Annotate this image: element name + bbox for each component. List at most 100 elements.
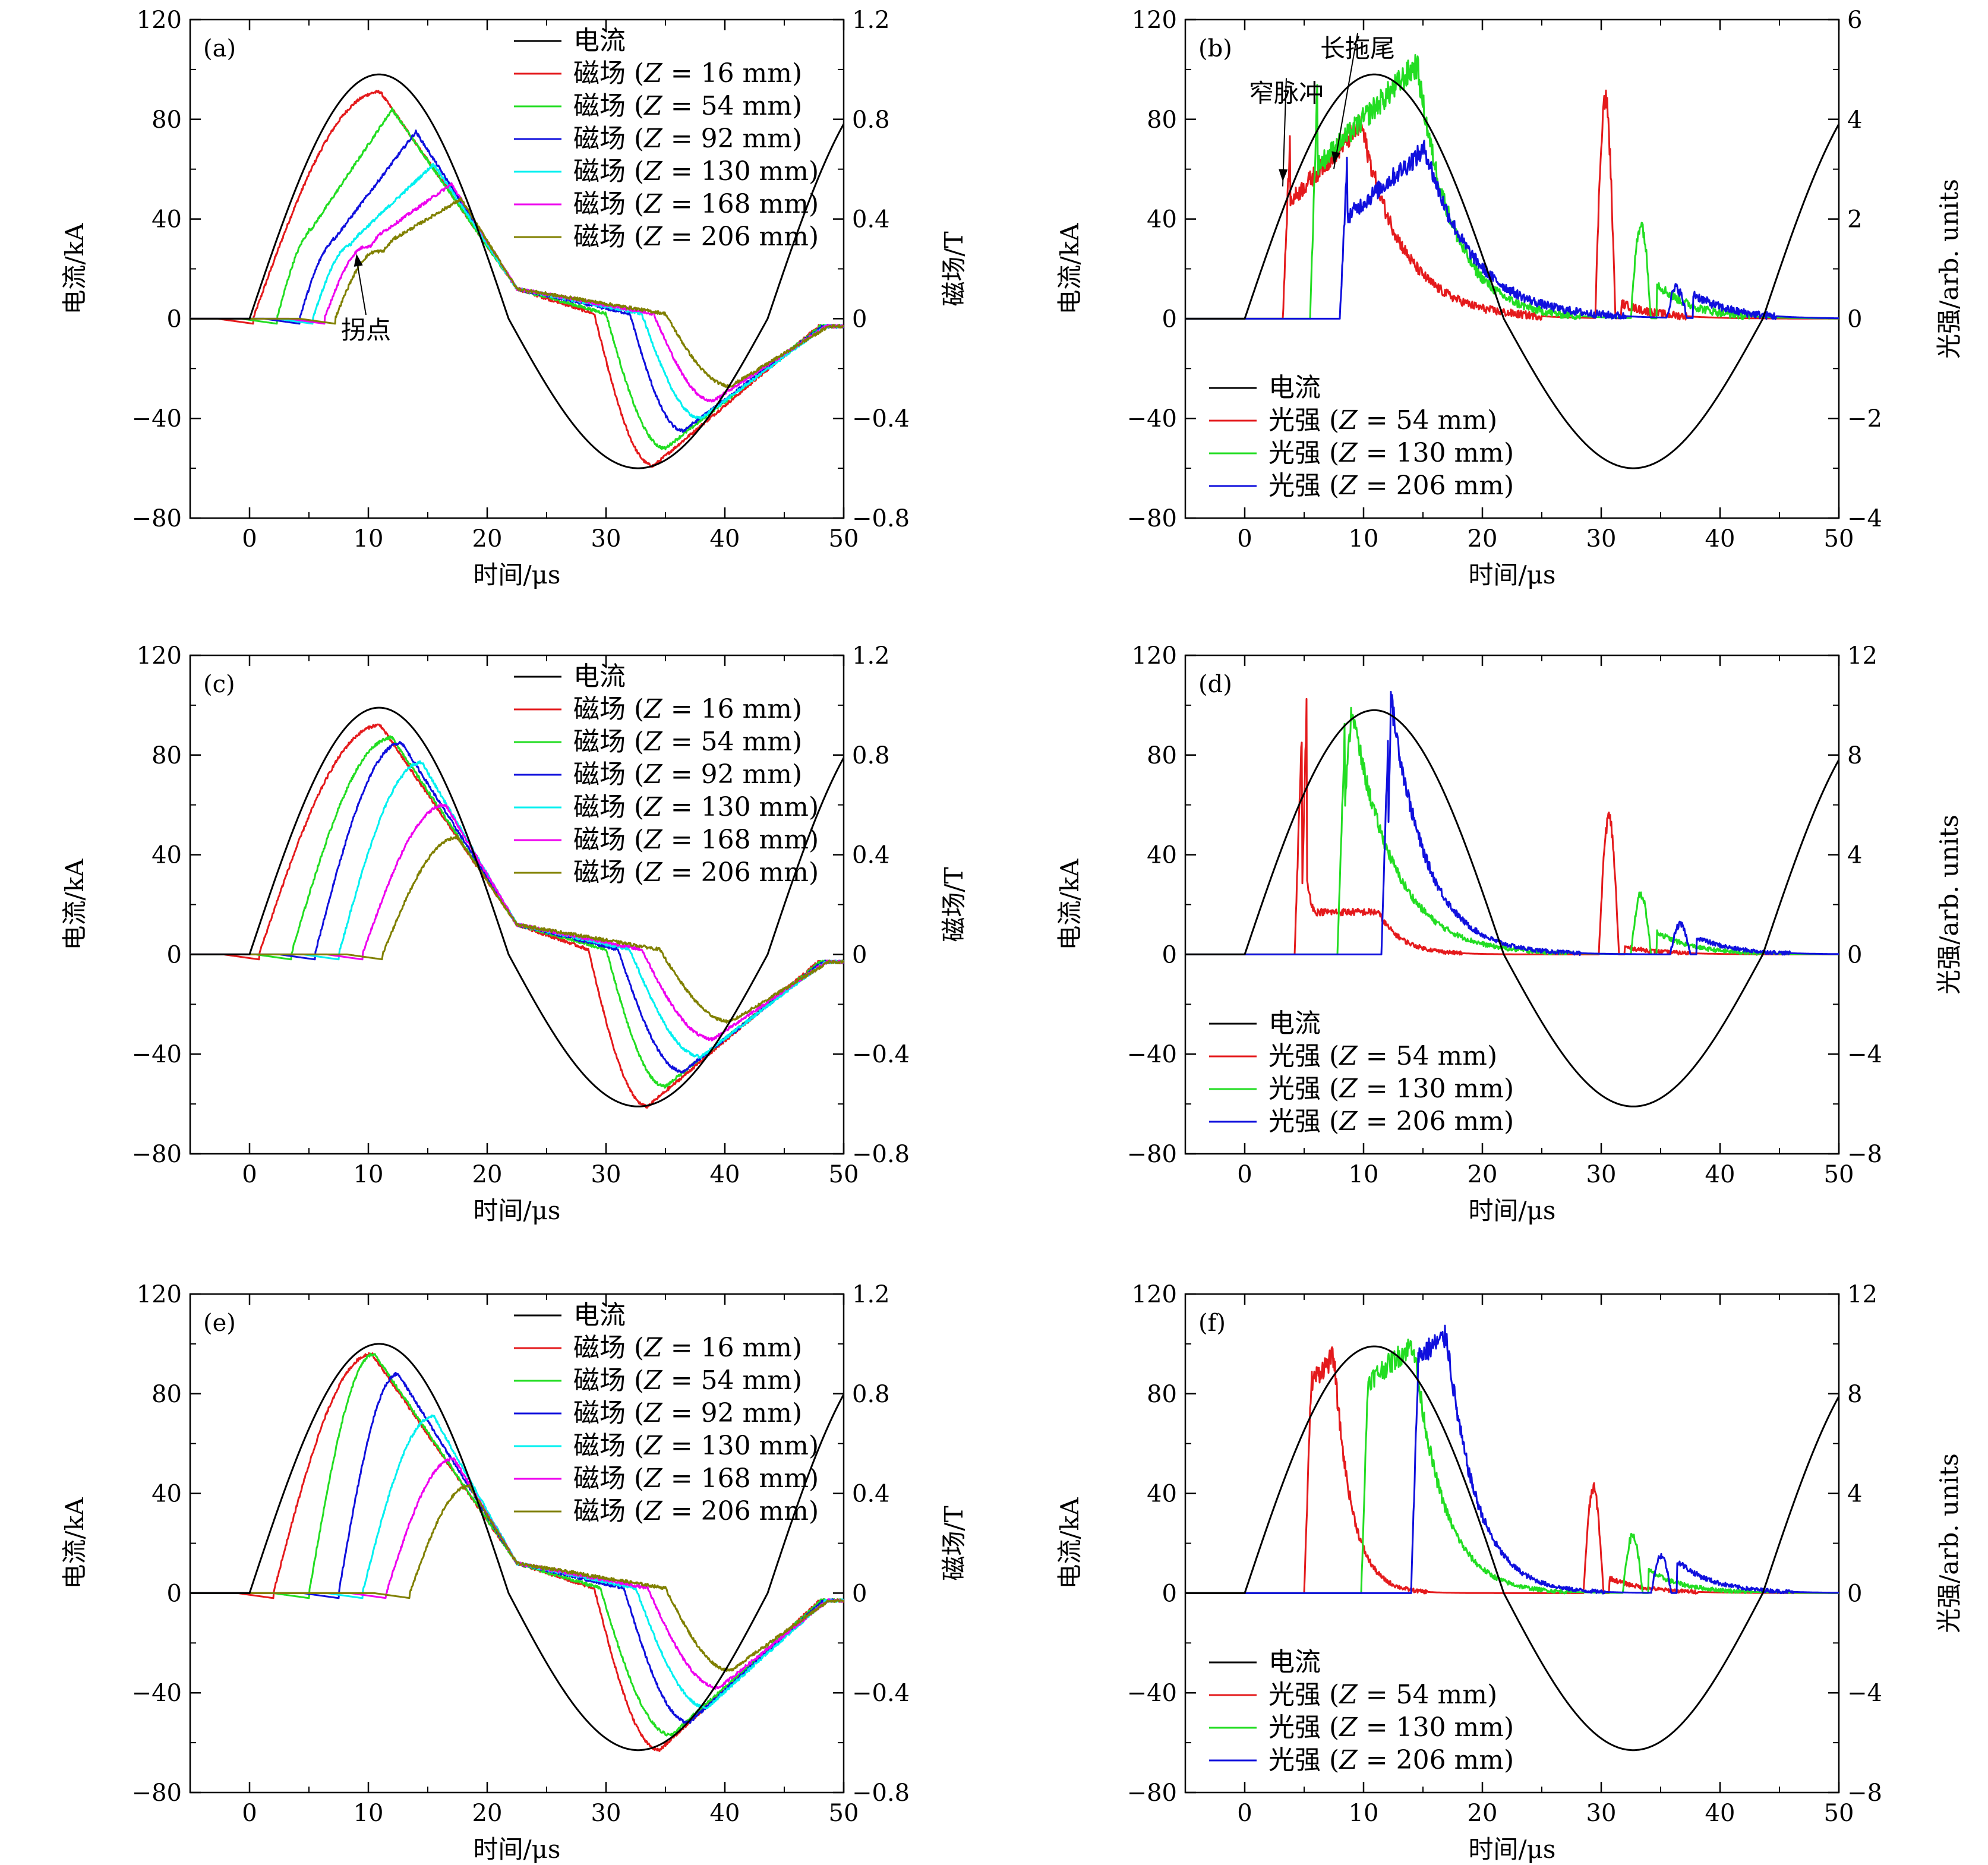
y-tick-label: −80: [132, 505, 182, 532]
legend-label: 磁场 (Z = 92 mm): [573, 1398, 802, 1428]
legend-label: 磁场 (Z = 206 mm): [573, 1496, 819, 1526]
y-right-tick-label: 0.4: [852, 842, 890, 869]
y-right-tick-label: −0.4: [852, 1041, 910, 1068]
x-tick-label: 50: [829, 1800, 859, 1827]
legend-label: 光强 (Z = 206 mm): [1268, 1745, 1514, 1775]
x-tick-label: 50: [1824, 1161, 1854, 1188]
y-right-tick-label: 4: [1847, 842, 1862, 869]
legend-label: 光强 (Z = 54 mm): [1268, 1041, 1497, 1071]
x-axis-label: 时间/μs: [1468, 1196, 1555, 1225]
y-tick-label: −40: [132, 1680, 182, 1707]
legend-label: 电流: [1268, 1008, 1321, 1039]
y-right-tick-label: 0.8: [852, 742, 890, 769]
legend-label: 电流: [1268, 373, 1321, 403]
x-axis-label: 时间/μs: [1468, 560, 1555, 589]
current-line: [190, 706, 844, 1107]
plot-area: [190, 706, 844, 1109]
y-axis-label: 电流/kA: [1055, 223, 1084, 315]
legend-label: 磁场 (Z = 54 mm): [573, 1365, 802, 1396]
legend-label: 磁场 (Z = 92 mm): [573, 759, 802, 790]
panel-label: (f): [1198, 1309, 1226, 1337]
panel-b: 0 10 20 30 40 50 −80 −40 0 40 80 120 −4 −2 0 2 4 6 时间/μs 电流…: [1055, 7, 1964, 589]
y-right-axis-label: 磁场/T: [939, 867, 968, 942]
legend-label: 磁场 (Z = 130 mm): [573, 156, 819, 187]
x-tick-label: 30: [591, 1161, 621, 1188]
legend-label: 磁场 (Z = 168 mm): [573, 1463, 819, 1494]
x-tick-label: 40: [710, 525, 740, 553]
series-line-130: [1185, 706, 1839, 956]
legend-label: 磁场 (Z = 16 mm): [573, 1333, 802, 1363]
y-tick-label: 80: [152, 742, 182, 769]
y-axis-label: 电流/kA: [60, 223, 89, 315]
y-right-tick-label: 2: [1847, 206, 1862, 233]
annotation-text: 长拖尾: [1320, 34, 1395, 63]
plot-area: [1185, 54, 1839, 469]
panel-label: (c): [203, 671, 235, 698]
y-right-tick-label: −0.4: [852, 1680, 910, 1707]
y-tick-label: 80: [1147, 742, 1177, 769]
panel-a: 0 10 20 30 40 50 −80 −40 0 40 80 120 −0.8 −0.4 0 0.4 0.8…: [60, 7, 968, 589]
legend-label: 光强 (Z = 54 mm): [1268, 1680, 1497, 1710]
y-tick-label: 0: [167, 941, 182, 968]
y-right-tick-label: −4: [1847, 1680, 1882, 1707]
legend-label: 光强 (Z = 206 mm): [1268, 471, 1514, 501]
legend-label: 磁场 (Z = 16 mm): [573, 694, 802, 724]
legend-label: 光强 (Z = 130 mm): [1268, 438, 1514, 468]
series-line-130: [1185, 1339, 1839, 1595]
y-tick-label: −80: [132, 1141, 182, 1168]
x-tick-label: 30: [1586, 1800, 1617, 1827]
current-line: [1185, 1345, 1839, 1752]
legend-label: 磁场 (Z = 130 mm): [573, 1431, 819, 1461]
x-tick-label: 20: [1468, 1161, 1498, 1188]
series-line-168: [190, 182, 844, 403]
y-right-axis-label: 磁场/T: [939, 1506, 968, 1580]
y-right-tick-label: 8: [1847, 742, 1862, 769]
y-tick-label: 80: [152, 106, 182, 134]
y-tick-label: −40: [1127, 1041, 1177, 1068]
y-tick-label: 0: [167, 305, 182, 333]
y-axis-label: 电流/kA: [1055, 1497, 1084, 1589]
x-axis-label: 时间/μs: [1468, 1835, 1555, 1864]
y-right-tick-label: 12: [1847, 1281, 1877, 1308]
y-right-axis-label: 光强/arb. units: [1935, 1453, 1964, 1633]
y-right-tick-label: 0: [852, 1580, 867, 1607]
series-line-54: [1185, 89, 1839, 321]
legend-label: 光强 (Z = 130 mm): [1268, 1074, 1514, 1104]
current-line: [1185, 73, 1839, 469]
x-tick-label: 10: [1349, 525, 1379, 553]
y-tick-label: −40: [132, 1041, 182, 1068]
x-tick-label: 30: [1586, 525, 1617, 553]
x-tick-label: 40: [1705, 1161, 1735, 1188]
series-line-206: [1185, 140, 1839, 320]
y-right-tick-label: 4: [1847, 106, 1862, 134]
plot-area: [190, 1343, 844, 1752]
y-right-tick-label: 0: [852, 941, 867, 968]
y-right-tick-label: −0.4: [852, 405, 910, 433]
y-axis-label: 电流/kA: [1055, 859, 1084, 951]
y-right-tick-label: 0: [1847, 941, 1862, 968]
y-tick-label: 120: [137, 1281, 182, 1308]
panel-label: (d): [1198, 671, 1232, 698]
x-tick-label: 50: [829, 525, 859, 553]
x-axis-label: 时间/μs: [473, 1196, 560, 1225]
legend-label: 磁场 (Z = 168 mm): [573, 825, 819, 855]
y-right-tick-label: −2: [1847, 405, 1882, 433]
y-tick-label: 0: [1162, 1580, 1177, 1607]
y-right-tick-label: 1.2: [852, 1281, 890, 1308]
annotation-text: 窄脉冲: [1249, 78, 1324, 108]
annotation-arrowhead: [1331, 151, 1341, 165]
x-tick-label: 20: [1468, 525, 1498, 553]
panel-c: 0 10 20 30 40 50 −80 −40 0 40 80 120 −0.8 −0.4 0 0.4 0.8…: [60, 642, 968, 1225]
y-tick-label: 120: [1132, 7, 1177, 34]
x-tick-label: 30: [591, 525, 621, 553]
x-tick-label: 20: [472, 525, 503, 553]
series-line-206: [190, 197, 844, 389]
y-tick-label: 120: [1132, 642, 1177, 670]
annotation-arrow: [356, 258, 367, 315]
y-right-tick-label: −0.8: [852, 1141, 910, 1168]
